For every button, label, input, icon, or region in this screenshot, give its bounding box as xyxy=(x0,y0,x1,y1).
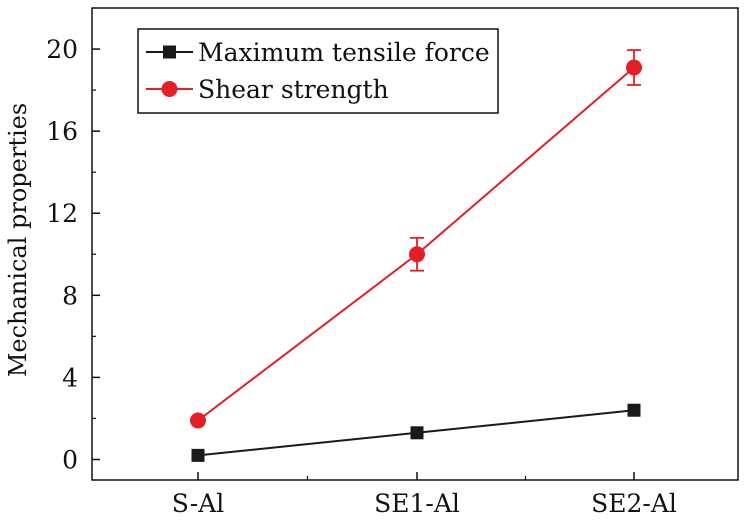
data-point-square xyxy=(627,403,641,417)
y-axis-ticks: 0 4 8 12 16 20 xyxy=(46,35,100,474)
y-tick-label: 8 xyxy=(62,281,78,310)
legend-marker-circle xyxy=(161,81,178,97)
y-tick-label: 20 xyxy=(46,35,78,64)
x-tick-label: SE1-Al xyxy=(374,489,460,518)
legend-label: Maximum tensile force xyxy=(198,38,490,67)
legend-box xyxy=(137,28,499,114)
legend-label: Shear strength xyxy=(198,75,389,104)
y-tick-label: 12 xyxy=(46,199,78,228)
series-0 xyxy=(191,403,641,462)
series-line xyxy=(197,66,635,422)
x-axis-ticks: S-Al SE1-Al SE2-Al xyxy=(172,472,677,518)
x-tick-label: S-Al xyxy=(172,489,225,518)
series-layer xyxy=(190,49,642,462)
data-point-square xyxy=(410,426,424,440)
data-point-square xyxy=(191,448,205,462)
x-tick-label: SE2-Al xyxy=(591,489,677,518)
series-1 xyxy=(190,49,642,429)
data-point-circle xyxy=(626,59,642,76)
legend: Maximum tensile force Shear strength xyxy=(137,28,499,114)
y-tick-label: 0 xyxy=(62,445,78,474)
data-point-circle xyxy=(409,246,425,263)
data-point-circle xyxy=(190,412,206,429)
y-tick-label: 16 xyxy=(46,117,78,146)
legend-marker-square xyxy=(163,45,176,59)
y-tick-label: 4 xyxy=(62,363,78,392)
y-axis-title: Mechanical properties xyxy=(4,103,32,377)
plot-area-border xyxy=(91,7,739,481)
plot-frame xyxy=(91,7,739,481)
